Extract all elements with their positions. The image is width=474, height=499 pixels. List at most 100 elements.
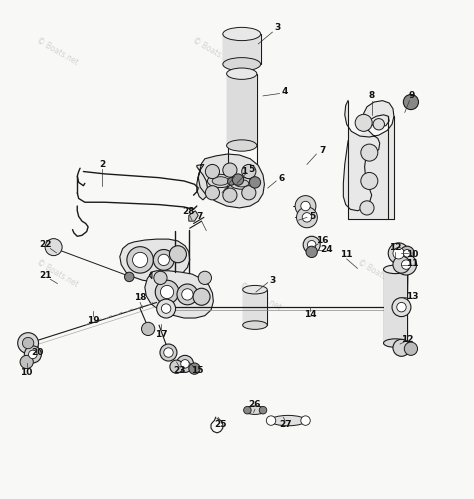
Circle shape — [156, 299, 175, 318]
Circle shape — [244, 406, 251, 414]
Circle shape — [223, 188, 237, 202]
Text: © Boats.net: © Boats.net — [35, 35, 80, 66]
Ellipse shape — [227, 68, 257, 79]
Circle shape — [297, 207, 318, 228]
Ellipse shape — [383, 265, 407, 273]
Circle shape — [232, 174, 244, 185]
Circle shape — [154, 271, 167, 284]
Polygon shape — [243, 290, 267, 325]
Text: 7: 7 — [319, 146, 325, 155]
Text: 25: 25 — [214, 420, 227, 429]
Text: © Boats.net: © Boats.net — [35, 257, 80, 288]
Text: © Boats.net: © Boats.net — [356, 257, 401, 288]
Ellipse shape — [230, 178, 254, 189]
Ellipse shape — [223, 57, 261, 71]
Text: 11: 11 — [406, 259, 418, 268]
Text: 4: 4 — [281, 87, 287, 96]
Circle shape — [177, 284, 198, 305]
Circle shape — [361, 173, 378, 190]
Circle shape — [160, 285, 173, 299]
Circle shape — [154, 250, 174, 270]
Circle shape — [242, 165, 256, 179]
Ellipse shape — [245, 406, 265, 415]
Text: 12: 12 — [389, 243, 401, 251]
Circle shape — [302, 213, 312, 222]
Circle shape — [133, 252, 148, 267]
Text: 8: 8 — [369, 91, 375, 100]
Circle shape — [181, 360, 189, 368]
Circle shape — [295, 196, 316, 217]
Text: 12: 12 — [401, 335, 413, 344]
Text: 3: 3 — [269, 276, 275, 285]
Circle shape — [169, 246, 186, 263]
Ellipse shape — [270, 415, 306, 426]
Circle shape — [170, 360, 183, 373]
Text: 24: 24 — [320, 245, 333, 254]
Text: 7: 7 — [196, 212, 202, 221]
Circle shape — [193, 288, 210, 305]
Polygon shape — [227, 74, 257, 146]
Text: 3: 3 — [274, 23, 280, 32]
Circle shape — [266, 416, 276, 425]
Text: 11: 11 — [340, 250, 353, 258]
Text: 17: 17 — [155, 330, 168, 339]
Circle shape — [388, 243, 409, 263]
Circle shape — [189, 363, 200, 374]
Circle shape — [303, 236, 320, 253]
Circle shape — [403, 250, 411, 257]
Circle shape — [301, 416, 310, 425]
Circle shape — [161, 304, 171, 313]
Circle shape — [28, 350, 37, 359]
Circle shape — [361, 144, 378, 161]
Text: 15: 15 — [191, 366, 203, 375]
Text: 28: 28 — [182, 207, 195, 216]
Circle shape — [155, 280, 179, 304]
Circle shape — [397, 302, 406, 312]
Circle shape — [45, 239, 62, 255]
Circle shape — [22, 337, 34, 349]
Circle shape — [164, 348, 173, 357]
Text: 10: 10 — [406, 250, 418, 258]
Polygon shape — [343, 101, 394, 219]
Text: 26: 26 — [249, 400, 261, 409]
Circle shape — [142, 322, 155, 335]
Circle shape — [301, 201, 310, 211]
Circle shape — [401, 260, 411, 269]
Ellipse shape — [208, 174, 234, 188]
Circle shape — [242, 186, 256, 200]
Circle shape — [125, 272, 134, 281]
Circle shape — [24, 346, 41, 363]
Circle shape — [306, 246, 318, 257]
Text: 6: 6 — [279, 174, 285, 183]
Ellipse shape — [383, 339, 407, 347]
Circle shape — [205, 186, 219, 200]
Circle shape — [404, 342, 418, 355]
Text: © Boats.net: © Boats.net — [238, 281, 283, 312]
Circle shape — [223, 163, 237, 177]
Text: 22: 22 — [39, 241, 52, 250]
Circle shape — [393, 248, 404, 259]
Circle shape — [249, 177, 261, 188]
Ellipse shape — [243, 285, 267, 294]
Circle shape — [396, 254, 417, 275]
Circle shape — [198, 271, 211, 284]
Text: 9: 9 — [409, 91, 415, 100]
Text: 2: 2 — [99, 160, 105, 169]
Text: 19: 19 — [87, 316, 99, 325]
Polygon shape — [383, 269, 407, 343]
Text: 5: 5 — [248, 165, 255, 174]
Text: 1: 1 — [241, 167, 247, 176]
Text: 23: 23 — [173, 366, 186, 375]
Text: 20: 20 — [31, 348, 44, 357]
Circle shape — [392, 298, 411, 316]
Text: 21: 21 — [39, 271, 52, 280]
Polygon shape — [145, 271, 213, 318]
Text: 18: 18 — [134, 293, 146, 302]
Ellipse shape — [223, 27, 261, 40]
Circle shape — [259, 406, 267, 414]
Polygon shape — [197, 154, 264, 208]
Circle shape — [355, 114, 372, 131]
Text: 13: 13 — [406, 292, 418, 301]
Circle shape — [400, 246, 414, 260]
Circle shape — [308, 241, 316, 249]
